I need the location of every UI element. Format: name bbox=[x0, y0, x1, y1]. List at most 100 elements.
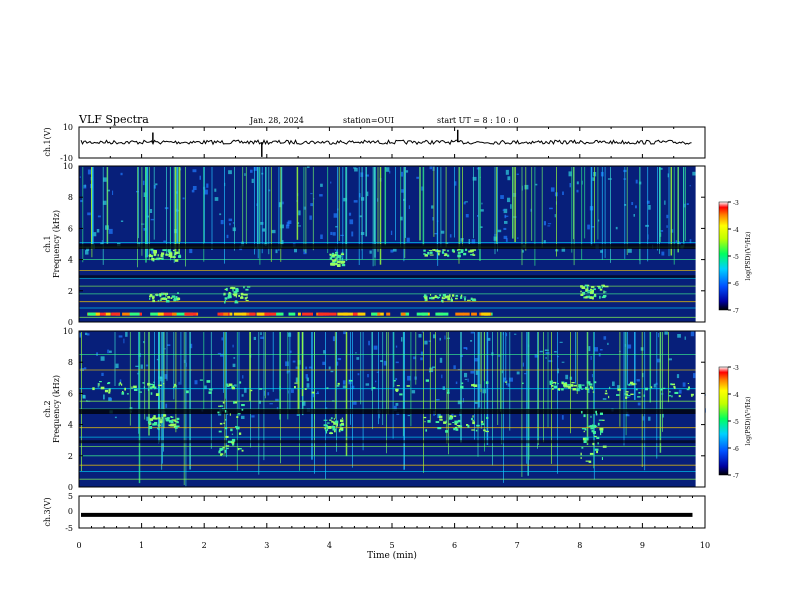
ch2-spec-emission bbox=[170, 421, 174, 423]
ch2-spec-noise bbox=[470, 370, 474, 374]
ch2-spec-noise bbox=[137, 372, 139, 375]
ch2-spec-noise bbox=[325, 407, 328, 409]
time-axis-tick-label: 5 bbox=[389, 541, 394, 550]
ch1-spec-noise bbox=[446, 242, 449, 244]
ch1-spec-lf-band bbox=[371, 312, 378, 316]
ch2-spec-emission bbox=[133, 385, 137, 388]
ch2-spec-emission bbox=[326, 422, 330, 424]
ch2-spec-noise bbox=[85, 332, 88, 335]
ch1-spec-noise bbox=[303, 206, 306, 210]
ch2-spec-noise bbox=[323, 350, 326, 354]
ch2-spec-emission bbox=[98, 383, 100, 386]
ch2-spec-noise bbox=[433, 334, 436, 339]
ch2-spec-noise bbox=[642, 372, 644, 378]
ch2-spec-emission bbox=[650, 386, 653, 389]
ch1-spec-noise bbox=[96, 229, 100, 233]
ch2-spec-noise bbox=[178, 381, 180, 385]
ch1-spec-noise bbox=[192, 186, 197, 190]
ch1-spec-noise bbox=[192, 169, 197, 173]
ch2-spec-emission bbox=[592, 442, 595, 446]
ch2-spec-emission bbox=[597, 442, 599, 445]
ch1-spec-emission bbox=[442, 297, 446, 300]
ch2-spec-noise bbox=[444, 335, 446, 340]
ch1-spec-noise bbox=[251, 178, 254, 183]
ch1-spec-emission bbox=[224, 297, 228, 300]
ch1-spec-noise bbox=[400, 216, 403, 221]
ch1-spec-emission bbox=[151, 296, 155, 299]
ch2-spec-emission bbox=[231, 440, 235, 444]
ch1-spec-noise bbox=[351, 231, 354, 237]
ch2-spec-noise bbox=[451, 412, 454, 418]
ch1-spec-emission bbox=[337, 264, 341, 267]
ch1-spec-lf-band bbox=[111, 312, 120, 316]
ch2-spec-emission bbox=[449, 415, 452, 417]
ch1-spec-emission bbox=[336, 253, 339, 257]
ch1-spec-noise bbox=[421, 186, 424, 191]
ch2-spec-emission bbox=[175, 384, 177, 388]
ch2-spec-noise bbox=[123, 338, 125, 344]
ch2-spec-emission bbox=[644, 387, 648, 391]
ch1-spec-emission bbox=[156, 257, 160, 261]
ch2-spec-emission bbox=[578, 386, 582, 389]
ch2-spec-noise bbox=[544, 349, 549, 351]
ch1-spec-emission bbox=[455, 297, 458, 300]
ch1-spec-noise bbox=[390, 230, 393, 235]
ch2-spec-emission bbox=[466, 424, 469, 426]
ch2-spec-emission bbox=[608, 395, 610, 399]
ch2-spec-noise bbox=[353, 401, 357, 405]
ch2-spec-noise bbox=[253, 336, 256, 340]
ch2-spec-noise bbox=[322, 361, 326, 365]
ch2-spec-emission bbox=[395, 390, 398, 392]
ch2-spec-emission bbox=[600, 430, 604, 433]
ch2-spec-noise bbox=[101, 372, 104, 376]
ch2-spectrogram-panel: 0 2 4 6 8 10 ch.2 Frequency (kHz) bbox=[43, 327, 706, 492]
ch2-spec-emission bbox=[241, 404, 245, 407]
ch1-spec-emission bbox=[586, 286, 589, 289]
ch2-spec-emission bbox=[678, 395, 681, 398]
ch2-spec-emission bbox=[340, 419, 344, 422]
ch1-spec-noise bbox=[405, 170, 409, 173]
ch1-spec-emission bbox=[423, 296, 425, 298]
ch1-spec-emission bbox=[150, 248, 154, 251]
ch2-spec-emission bbox=[206, 380, 211, 383]
ch1-spec-noise bbox=[108, 228, 113, 234]
spectrogram-ytick-label: 0 bbox=[68, 318, 73, 327]
colorbar-label: log(PSD)(V²/Hz) bbox=[745, 232, 752, 281]
ch1-spec-noise bbox=[353, 200, 358, 203]
spectrogram-ytick-label: 0 bbox=[68, 483, 73, 492]
ch1-spec-emission bbox=[153, 295, 155, 297]
ch1-spec-noise bbox=[182, 197, 185, 200]
ch1-spec-lf-band bbox=[150, 312, 160, 316]
ch2-spec-emission bbox=[588, 383, 593, 386]
ch1-spec-emission bbox=[470, 254, 474, 256]
ch2-spec-emission bbox=[165, 420, 169, 422]
ch2-spec-emission bbox=[686, 388, 690, 391]
ch1-spec-emission bbox=[580, 293, 584, 296]
ch2-spec-emission bbox=[561, 381, 564, 385]
ch1-waveform-trace bbox=[80, 139, 692, 146]
ch1-spec-noise bbox=[390, 249, 394, 253]
ch1-spec-noise bbox=[101, 240, 103, 244]
time-axis-tick-label: 1 bbox=[139, 541, 144, 550]
ch1-spec-emission bbox=[604, 285, 609, 288]
ch1-spec-emission bbox=[338, 260, 341, 264]
ch1-spec-noise bbox=[228, 218, 233, 222]
ch1-spec-emission bbox=[165, 253, 169, 256]
ch2-spec-emission bbox=[152, 383, 155, 387]
ch2-spec-emission bbox=[687, 383, 689, 384]
ch2-spec-noise bbox=[295, 366, 300, 369]
ch2-spec-noise bbox=[100, 356, 105, 361]
ch2-spec-emission bbox=[602, 445, 607, 448]
ch1-spec-emission bbox=[224, 300, 226, 302]
ch1-spec-noise bbox=[369, 250, 372, 254]
ch2-spec-noise bbox=[107, 349, 109, 354]
ch2-spec-emission bbox=[226, 383, 228, 386]
ch1-spec-emission bbox=[590, 291, 594, 294]
ch2-spec-emission bbox=[454, 426, 458, 428]
ch1-spec-lf-band bbox=[271, 312, 284, 316]
ch2-spec-noise bbox=[607, 342, 609, 345]
ch1-spec-emission bbox=[601, 296, 606, 299]
ch1-spec-emission bbox=[338, 255, 342, 258]
ch2-spec-emission bbox=[690, 393, 694, 396]
ch1-spec-noise bbox=[97, 215, 101, 218]
